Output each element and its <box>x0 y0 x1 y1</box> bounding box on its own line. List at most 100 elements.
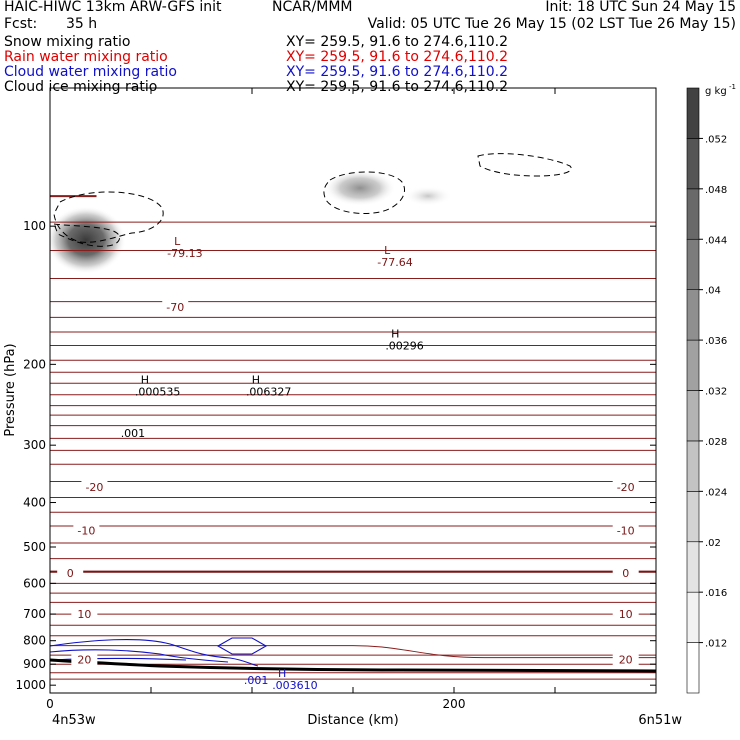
colorbar-label: .04 <box>705 286 721 297</box>
extremum-value: .006327 <box>246 385 292 398</box>
field-cloudwater-name: Cloud water mixing ratio <box>4 64 177 80</box>
snow-contour-left-lower <box>53 223 120 247</box>
contour-label: .001 <box>244 674 268 687</box>
y-tick-label: 1000 <box>15 678 46 692</box>
terrain-line <box>49 658 657 673</box>
contour-label: .001 <box>121 427 146 440</box>
field-cloudice-xy: XY= 259.5, 91.6 to 274.6,110.2 <box>286 79 509 95</box>
ice-contour-right <box>477 153 572 177</box>
isotherm-label: 0 <box>67 567 74 580</box>
field-snow-name: Snow mixing ratio <box>4 34 131 50</box>
isotherm-label-bg <box>612 653 639 666</box>
colorbar-label: .028 <box>705 437 727 448</box>
colorbar-swatch <box>686 491 700 543</box>
isotherm-label-bg <box>612 524 639 537</box>
y-axis-title: Pressure (hPa) <box>3 343 18 436</box>
isotherm-label-bg <box>612 608 639 621</box>
isotherm-label: -10 <box>617 524 635 537</box>
y-tick-label: 500 <box>23 540 46 554</box>
x-axis-title: Distance (km) <box>307 713 398 728</box>
y-tick-label: 800 <box>23 634 46 648</box>
isotherm-label-bg <box>81 480 108 493</box>
colorbar: .012 .016 .02 .024 .028 .032 .036 .04 .044 .048 .0… <box>686 87 727 694</box>
colorbar-label: .024 <box>705 487 727 498</box>
colorbar-swatch <box>686 138 700 190</box>
y-tick-label: 600 <box>23 576 46 590</box>
colorbar-label: .044 <box>705 235 727 246</box>
left-endpoint-label: 4n53w <box>52 713 96 728</box>
colorbar-unit-exponent: -1 <box>729 83 736 91</box>
right-endpoint-label: 6n51w <box>638 713 682 728</box>
fcst-value: 35 h <box>66 16 98 32</box>
colorbar-label: .012 <box>705 639 727 650</box>
valid-time: Valid: 05 UTC Tue 26 May 15 (02 LST Tue … <box>367 16 736 32</box>
isotherm-label: 20 <box>619 654 633 667</box>
colorbar-swatch <box>686 87 700 139</box>
extremum-marker: H <box>252 373 260 386</box>
snow-contour-center <box>323 171 405 214</box>
extremum-value: .00296 <box>385 340 424 353</box>
init-time: Init: 18 UTC Sun 24 May 15 <box>545 0 736 15</box>
fcst-label: Fcst: <box>4 16 38 32</box>
field-rain-xy: XY= 259.5, 91.6 to 274.6,110.2 <box>286 49 509 65</box>
extremum-marker: H <box>278 667 286 680</box>
shading-layer <box>50 170 452 274</box>
field-cloudice-name: Cloud ice mixing ratio <box>4 79 158 95</box>
x-tick-label: 200 <box>443 697 466 711</box>
isotherm-label-bg <box>73 524 100 537</box>
x-tick-label: 0 <box>46 697 54 711</box>
colorbar-swatch <box>686 541 700 593</box>
extremum-value: .000535 <box>135 385 181 398</box>
extremum-value: .003610 <box>272 679 318 692</box>
isotherm-line <box>50 645 656 659</box>
isotherm-label: 0 <box>622 567 629 580</box>
x-axis-ticks: 0 200 <box>46 88 657 711</box>
cloud-water-contour-3 <box>216 637 268 655</box>
colorbar-label: .02 <box>705 538 721 549</box>
colorbar-swatch <box>686 440 700 492</box>
colorbar-swatch <box>686 238 700 290</box>
snow-maximum-shading <box>50 206 126 274</box>
isotherm-label-bg <box>612 567 639 580</box>
cloud-water-contours <box>49 637 268 667</box>
cloud-water-contour-2 <box>49 649 229 663</box>
upper-snow-tail-shading <box>404 186 452 206</box>
colorbar-unit: g kg <box>705 86 727 97</box>
isotherm-label: 10 <box>77 608 91 621</box>
temperature-isotherms <box>50 195 656 680</box>
colorbar-swatch <box>686 591 700 643</box>
extremum-value: -77.64 <box>377 256 412 269</box>
snow-contour-left <box>53 191 164 243</box>
colorbar-label: .048 <box>705 185 727 196</box>
upper-snow-shading <box>324 170 396 206</box>
isotherm-label-bg <box>612 480 639 493</box>
run-title: HAIC-HIWC 13km ARW-GFS init <box>4 0 222 15</box>
isotherm-label: -10 <box>77 524 95 537</box>
extremum-value: -79.13 <box>167 247 202 260</box>
y-tick-label: 900 <box>23 657 46 671</box>
colorbar-swatch <box>686 339 700 391</box>
y-tick-label: 100 <box>23 219 46 233</box>
isotherm-label: -20 <box>617 481 635 494</box>
colorbar-label: .032 <box>705 387 727 398</box>
field-cloudwater-xy: XY= 259.5, 91.6 to 274.6,110.2 <box>286 64 509 80</box>
colorbar-swatch <box>686 642 700 694</box>
cloud-water-contour-4 <box>51 657 187 661</box>
colorbar-label: .052 <box>705 134 727 145</box>
isotherm-label: 10 <box>619 608 633 621</box>
extremum-marker: H <box>141 373 149 386</box>
extremum-marker: L <box>384 244 391 257</box>
y-tick-label: 700 <box>23 607 46 621</box>
colorbar-swatch <box>686 188 700 240</box>
colorbar-label: .016 <box>705 588 727 599</box>
colorbar-label: .036 <box>705 336 727 347</box>
snow-contours <box>53 153 572 247</box>
y-tick-label: 400 <box>23 496 46 510</box>
y-tick-label: 200 <box>23 357 46 371</box>
isotherm-label: -20 <box>85 481 103 494</box>
isotherm-label-bg <box>71 653 98 666</box>
isotherm-label-bg <box>162 301 189 314</box>
